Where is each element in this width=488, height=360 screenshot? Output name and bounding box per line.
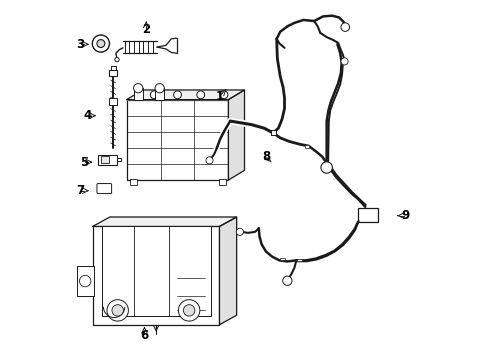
Polygon shape	[228, 90, 244, 180]
Circle shape	[220, 91, 227, 99]
Circle shape	[236, 228, 243, 235]
Bar	[270, 130, 275, 135]
Circle shape	[340, 23, 349, 31]
Text: 5: 5	[80, 156, 88, 168]
Bar	[77, 266, 94, 296]
Text: 2: 2	[142, 23, 150, 36]
Circle shape	[150, 91, 158, 99]
Circle shape	[107, 300, 128, 321]
Circle shape	[178, 300, 200, 321]
Bar	[93, 226, 219, 325]
Text: 4: 4	[83, 109, 91, 122]
Text: 7: 7	[76, 184, 84, 197]
Circle shape	[97, 40, 104, 48]
FancyBboxPatch shape	[97, 184, 111, 194]
Text: 1: 1	[215, 90, 223, 103]
Bar	[130, 179, 136, 185]
Circle shape	[115, 58, 119, 62]
Bar	[110, 66, 115, 70]
Circle shape	[92, 35, 109, 52]
Bar	[102, 226, 210, 316]
Text: 8: 8	[261, 150, 269, 163]
Bar	[109, 98, 117, 105]
Circle shape	[340, 58, 347, 65]
Circle shape	[155, 84, 164, 93]
Polygon shape	[219, 217, 236, 325]
Polygon shape	[93, 217, 236, 226]
Text: 3: 3	[76, 38, 84, 51]
Bar	[98, 155, 116, 165]
Bar	[109, 70, 117, 76]
Circle shape	[173, 91, 181, 99]
Circle shape	[112, 305, 123, 316]
Text: 6: 6	[140, 329, 148, 342]
Bar	[126, 100, 228, 180]
Bar	[134, 88, 142, 100]
Circle shape	[205, 157, 213, 164]
Bar	[219, 179, 225, 185]
Circle shape	[196, 91, 204, 99]
Bar	[357, 208, 377, 222]
Bar	[297, 258, 301, 261]
Circle shape	[80, 275, 91, 287]
Bar	[304, 145, 308, 148]
Bar	[101, 157, 108, 163]
Bar	[280, 257, 284, 260]
Text: 9: 9	[400, 209, 408, 222]
Circle shape	[183, 305, 194, 316]
Circle shape	[282, 276, 291, 285]
Polygon shape	[126, 90, 244, 100]
Circle shape	[320, 162, 332, 173]
Circle shape	[133, 84, 142, 93]
Bar	[155, 88, 164, 100]
